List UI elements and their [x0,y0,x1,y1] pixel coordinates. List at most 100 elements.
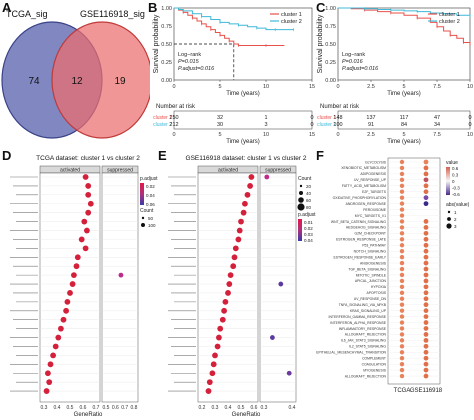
dot-activated [240,209,247,216]
risk-value: 84 [401,122,407,128]
color-bar [298,219,302,241]
risk-value: 30 [217,122,223,128]
dot-activated [50,352,56,359]
facet-label: suppressed [107,168,133,174]
pathway-label: COMPLEMENT [362,357,386,361]
bubble-gse [423,183,429,189]
y-tick-label: 0.00 [325,78,336,84]
size-legend-dot [447,217,451,221]
dot-activated [84,227,90,234]
facet-label: suppressed [265,168,291,174]
bubble-gse [423,314,429,319]
pathway-label: ANDROGEN_RESPONSE [346,202,387,206]
bubble-tcga [399,344,405,349]
y-axis-label: Survival probability [317,14,324,73]
dot-suppressed [286,370,292,376]
bubble-tcga [399,308,405,313]
legend-tick: 60 [306,198,312,203]
x-axis-label: Time (years) [226,91,259,97]
panel-label-c: C [316,0,326,15]
dot-suppressed [278,281,284,287]
pathway-label: OXIDATIVE_PHOSPHORYLATION [333,196,387,200]
bubble-tcga [399,326,405,331]
pathway-label: INTERFERON_GAMMA_RESPONSE [329,315,387,319]
bubble-gse [423,290,429,296]
risk-value: 148 [333,115,342,121]
bubble-tcga [399,248,405,254]
bubble-tcga [399,225,405,230]
bubble-tcga [399,213,405,218]
dot-activated [225,290,231,296]
bubble-gse [423,254,429,260]
bubble-gse [423,326,429,331]
color-bar [446,167,450,195]
x-tick-label: 0.8 [131,405,138,411]
x-tick-label: 0.3 [261,405,268,411]
bubble-tcga [399,284,405,290]
x-tick-label: 10 [467,84,473,90]
bubble-gse [423,236,429,242]
dot-activated [63,307,69,314]
x-tick-label: 0.3 [212,405,219,411]
dot-activated [206,379,213,386]
dot-activated [64,298,71,305]
venn-left-label: TCGA_sig [6,9,48,19]
pathway-label: APICAL_JUNCTION [355,279,387,283]
facet-panel [259,172,297,403]
panel-label-b: B [148,0,158,15]
panel-label-f: F [316,148,324,163]
legend-tick: -0.6 [452,192,460,197]
dot-activated [45,370,51,377]
risk-time-tick: 10 [467,132,473,138]
bubble-tcga [399,290,405,296]
dot-activated [216,334,222,341]
x-axis-label: GeneRatio [74,412,103,418]
legend-title: Count [140,208,154,214]
bubble-tcga [399,177,405,183]
risk-row-label: cluster 2 [317,122,336,128]
x-category-label: GSE116918 [410,388,443,394]
pathway-label: P53_PATHWAY [362,244,387,248]
dot-activated [230,263,237,270]
dot-activated [231,254,238,261]
dot-activated [43,388,50,394]
risk-value: 250 [169,115,178,121]
dot-activated [71,272,77,279]
legend-tick: 0.3 [452,173,459,178]
dot-activated [242,200,248,207]
x-tick-label: 0.5 [103,405,110,411]
legend-title: abs(value) [446,202,470,208]
legend-label: cluster 2 [281,19,302,25]
plot-area [337,7,471,81]
x-tick-label: 0.5 [238,405,245,411]
chart-title: GSE116918 dataset: cluster 1 vs cluster … [186,155,307,162]
bubble-tcga [399,201,405,206]
dot-activated [78,236,85,243]
bubble-tcga [399,243,405,248]
pathway-label: ADIPOGENESIS [360,172,386,176]
bubble-gse [423,242,429,248]
dot-activated [205,388,212,394]
dot-activated [82,174,89,180]
dot-activated [244,191,251,198]
dot-activated [236,227,243,234]
bubble-tcga [399,260,405,266]
y-tick-label: 0.50 [325,42,336,48]
risk-time-tick: 2.5 [367,132,375,138]
survival-curve [174,7,294,31]
panel-label-d: D [2,148,12,163]
x-tick-label: 0.6 [112,405,119,411]
pathway-label: NOTCH_SIGNALING [354,249,387,253]
dot-activated [47,361,54,368]
panel-label-e: E [158,148,167,163]
pathway-label: GLYCOLYSIS [365,160,387,164]
dot-activated [46,379,53,386]
risk-value: 34 [434,122,440,128]
risk-time-tick: 10 [263,132,269,138]
x-tick-label: 2.5 [367,84,375,90]
bubble-gse [423,296,429,302]
dot-activated [221,307,227,314]
bubble-gse [423,219,429,224]
pathway-label: HYPOXIA [371,285,387,289]
dot-activated [82,245,89,252]
